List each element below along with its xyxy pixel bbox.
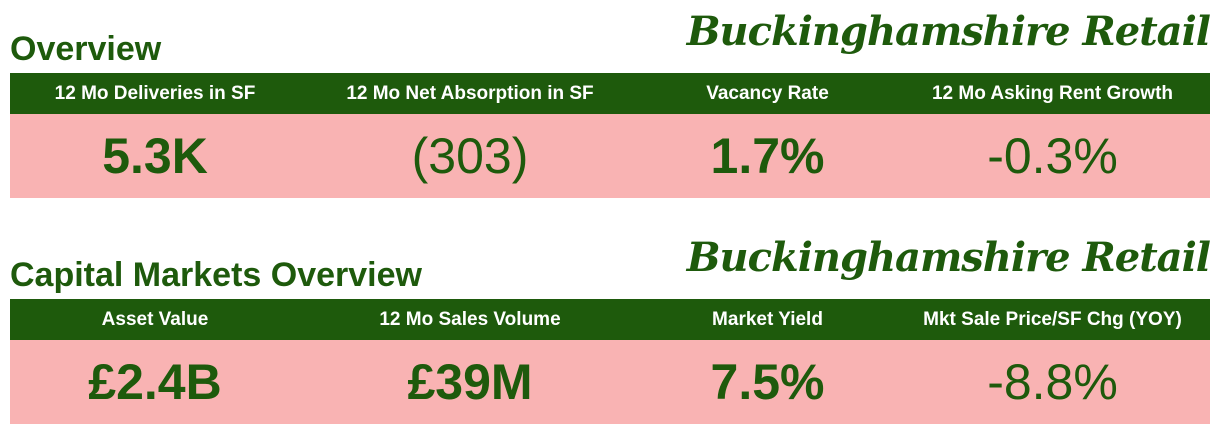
section-title: Capital Markets Overview [10,256,422,294]
section-title: Overview [10,30,162,68]
brand: Buckinghamshire Retail [686,234,1211,281]
metric-value: £39M [407,354,533,410]
label-row: 12 Mo Deliveries in SF 12 Mo Net Absorpt… [10,73,1210,114]
value-row: 5.3K (303) 1.7% -0.3% [10,114,1210,198]
metric-value: 5.3K [102,128,208,184]
metric-value: -0.3% [987,128,1118,184]
metric-value: 7.5% [710,354,825,410]
metric-label: Asset Value [101,308,209,330]
metric-label: 12 Mo Deliveries in SF [54,82,256,104]
section-header: Overview Buckinghamshire Retail [10,8,1211,73]
overview-section: Overview Buckinghamshire Retail 12 Mo De… [10,8,1211,198]
section-header: Capital Markets Overview Buckinghamshire… [10,234,1211,299]
metric-label: 12 Mo Net Absorption in SF [346,82,594,104]
metric-value: (303) [411,128,529,184]
metric-value: -8.8% [987,354,1118,410]
metric-label: 12 Mo Asking Rent Growth [931,82,1174,104]
brand: Buckinghamshire Retail [686,8,1211,55]
metric-label: Vacancy Rate [706,82,829,104]
metric-label: Mkt Sale Price/SF Chg (YOY) [923,308,1182,330]
label-row: Asset Value 12 Mo Sales Volume Market Yi… [10,299,1210,340]
capital-markets-section: Capital Markets Overview Buckinghamshire… [10,234,1211,424]
metric-value: 1.7% [710,128,825,184]
metric-value: £2.4B [88,354,222,410]
metric-label: Market Yield [712,308,823,330]
metric-label: 12 Mo Sales Volume [379,308,561,330]
value-row: £2.4B £39M 7.5% -8.8% [10,340,1210,424]
